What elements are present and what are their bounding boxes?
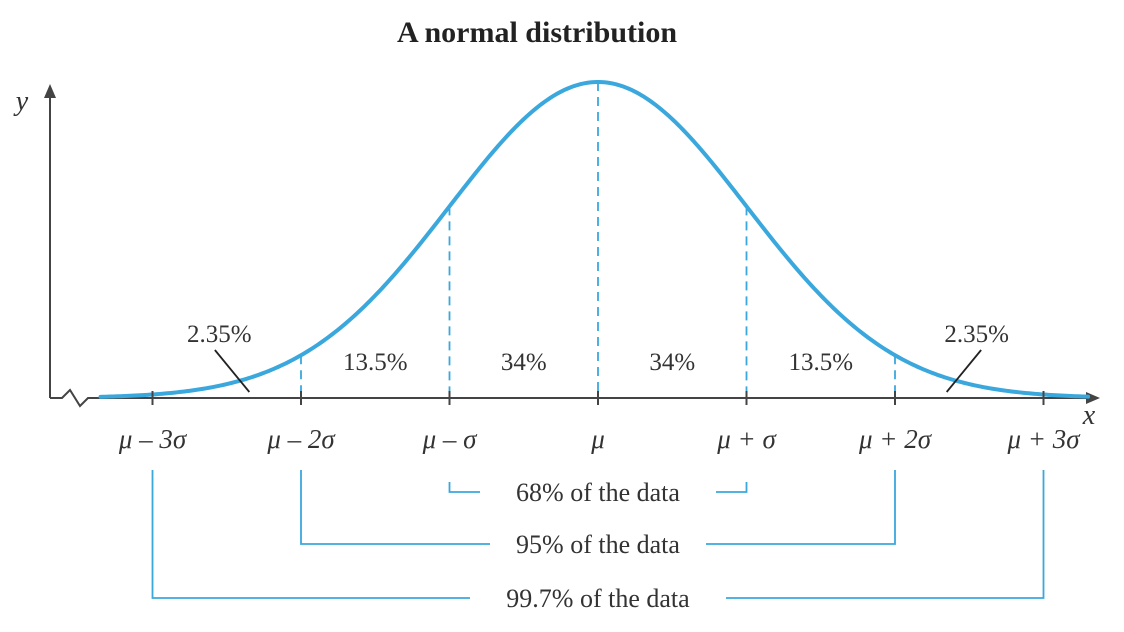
range-label-1: 95% of the data [516,530,680,559]
curve-layer [98,80,1091,399]
range-bracket-right-0 [716,482,748,493]
axes [44,84,1100,408]
chart-title: A normal distribution [397,16,677,49]
region-leader-0 [214,349,251,393]
range-bracket-left-0 [448,482,480,493]
y-axis-arrow [44,84,56,98]
range-label-0: 68% of the data [516,478,680,507]
x-axis-label: x [1082,400,1096,431]
region-label-0: 2.35% [187,321,252,348]
normal-curve [98,80,1091,399]
region-label-5: 2.35% [944,321,1009,348]
range-brackets: 68% of the data 95% of the data 99.7% of t… [151,470,1045,613]
region-label-1: 13.5% [343,349,408,376]
x-axis-line [50,388,1088,408]
region-leader-5 [945,349,982,393]
range-bracket-left-1 [300,470,490,545]
y-axis-label: y [13,86,29,117]
range-bracket-right-1 [706,470,896,545]
tick-label-2: μ – σ [422,424,479,454]
region-label-3: 34% [649,349,695,376]
region-label-2: 34% [501,349,547,376]
range-bracket-left-2 [151,470,470,599]
tick-label-3: μ [590,424,605,454]
tick-label-5: μ + 2σ [858,424,933,454]
range-bracket-right-2 [726,470,1045,599]
region-label-4: 13.5% [788,349,853,376]
sigma-dashed-lines [300,82,896,398]
x-axis-arrow [1086,392,1100,404]
tick-label-1: μ – 2σ [266,424,336,454]
region-labels: 2.35% 13.5% 34% 34% 13.5% 2.35% [187,321,1009,393]
x-ticks: μ – 3σ μ – 2σ μ – σ μ μ + σ μ + 2σ μ + 3σ [118,391,1081,454]
tick-label-4: μ + σ [716,424,777,454]
tick-label-6: μ + 3σ [1006,424,1081,454]
range-label-2: 99.7% of the data [506,584,690,613]
tick-label-0: μ – 3σ [118,424,188,454]
